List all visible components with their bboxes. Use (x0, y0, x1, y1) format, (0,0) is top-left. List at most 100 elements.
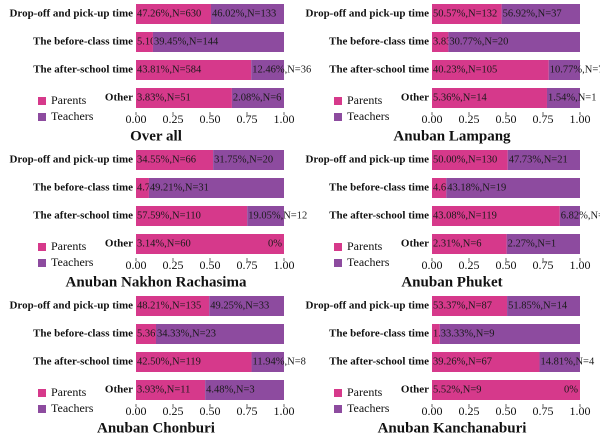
x-tick-label: 1.00 (570, 404, 591, 418)
chart-title: Over all (130, 128, 182, 144)
x-tick-label: 1.00 (274, 258, 295, 272)
value-label: 43.18%,N=19 (447, 182, 506, 193)
legend-label: Teachers (51, 401, 94, 415)
legend-label: Parents (51, 239, 87, 253)
legend-swatch (334, 389, 342, 397)
value-label: 43.08%,N=119 (433, 210, 497, 221)
bar-segment (148, 178, 284, 198)
bar-segment (251, 352, 284, 372)
category-label: The before-class time (33, 182, 133, 194)
legend-label: Teachers (51, 255, 94, 269)
x-tick-label: 0.50 (496, 258, 517, 272)
chart-title: Anuban Lampang (393, 128, 511, 144)
category-label: The after-school time (33, 64, 133, 76)
bar-segment (209, 296, 284, 316)
bar-segment (210, 4, 284, 24)
x-tick-label: 0.75 (533, 258, 554, 272)
category-label: The before-class time (329, 182, 429, 194)
value-label: 3.14%,N=60 (137, 238, 191, 249)
value-label: 39.26%,N=67 (433, 356, 492, 367)
category-label: Drop-off and pick-up time (9, 8, 133, 20)
value-label: 2.31%,N=6 (433, 238, 482, 249)
category-label: Other (401, 384, 429, 396)
x-tick-label: 0.00 (422, 258, 443, 272)
value-label: 12.46%,N=36 (252, 64, 311, 75)
chart-title: Anuban Chonburi (97, 420, 215, 436)
category-label: The after-school time (329, 64, 429, 76)
bar-segment (507, 296, 580, 316)
x-tick-label: 0.75 (533, 112, 554, 126)
value-label: 11.94%,N=8 (253, 356, 306, 367)
bar-segment (136, 32, 153, 52)
category-label: The before-class time (33, 328, 133, 340)
value-label: 10.77%,N=7 (550, 64, 600, 75)
chart-title: Anuban Phuket (401, 274, 502, 290)
x-tick-label: 1.00 (570, 112, 591, 126)
bar-segment (548, 60, 580, 80)
x-tick-label: 1.00 (274, 404, 295, 418)
x-tick-label: 0.00 (422, 112, 443, 126)
value-label: 46.02%,N=133 (212, 8, 276, 19)
bar-segment (432, 150, 508, 170)
bar-segment (152, 32, 284, 52)
value-label: 53.37%,N=87 (433, 300, 492, 311)
bar-segment (136, 324, 156, 344)
value-label: 3.83%,N=51 (137, 92, 191, 103)
legend-swatch (334, 243, 342, 251)
value-label: 1.54%,N=1 (548, 92, 597, 103)
bar-segment (506, 234, 580, 254)
category-label: Other (105, 384, 133, 396)
bar-segment (432, 296, 508, 316)
bar-segment (251, 60, 284, 80)
x-tick-label: 0.00 (126, 258, 147, 272)
value-label: 49.25%,N=33 (210, 300, 269, 311)
category-label: Drop-off and pick-up time (9, 300, 133, 312)
value-label: 34.55%,N=66 (137, 154, 196, 165)
category-label: Other (401, 92, 429, 104)
bar-segment (136, 206, 248, 226)
bar-segment (136, 4, 211, 24)
category-label: The after-school time (329, 356, 429, 368)
bar-segment (205, 380, 284, 400)
bar-segment (432, 4, 502, 24)
category-label: Drop-off and pick-up time (305, 300, 429, 312)
bar-segment (136, 60, 252, 80)
value-label: 47.73%,N=21 (509, 154, 568, 165)
bar-segment (136, 352, 252, 372)
value-label: 33.33%,N=9 (441, 328, 495, 339)
x-tick-label: 0.00 (126, 404, 147, 418)
bar-segment (155, 324, 284, 344)
x-tick-label: 0.50 (200, 404, 221, 418)
legend-swatch (38, 97, 46, 105)
bar-segment (432, 60, 549, 80)
value-label: 50.57%,N=132 (433, 8, 497, 19)
value-label: 0% (268, 238, 282, 249)
category-label: The before-class time (329, 36, 429, 48)
legend-label: Teachers (347, 255, 390, 269)
value-label: 2.27%,N=1 (508, 238, 557, 249)
value-label: 47.26%,N=630 (137, 8, 201, 19)
legend-label: Teachers (51, 109, 94, 123)
category-label: Drop-off and pick-up time (305, 8, 429, 20)
bar-segment (231, 88, 284, 108)
bar-segment (546, 88, 580, 108)
bar-segment (432, 178, 447, 198)
value-label: 48.21%,N=135 (137, 300, 201, 311)
bar-segment (439, 324, 580, 344)
value-label: 39.45%,N=144 (154, 36, 219, 47)
x-tick-label: 0.25 (163, 258, 184, 272)
legend-swatch (334, 259, 342, 267)
x-tick-label: 0.75 (237, 258, 258, 272)
category-label: Drop-off and pick-up time (305, 154, 429, 166)
bar-segment (432, 88, 547, 108)
bar-segment (136, 178, 149, 198)
bar-segment (136, 380, 206, 400)
bar-segment (507, 150, 580, 170)
category-label: Other (401, 238, 429, 250)
bar-segment (448, 32, 580, 52)
legend-swatch (334, 97, 342, 105)
x-tick-label: 0.25 (163, 404, 184, 418)
bar-segment (539, 352, 580, 372)
bar-segment (446, 178, 580, 198)
